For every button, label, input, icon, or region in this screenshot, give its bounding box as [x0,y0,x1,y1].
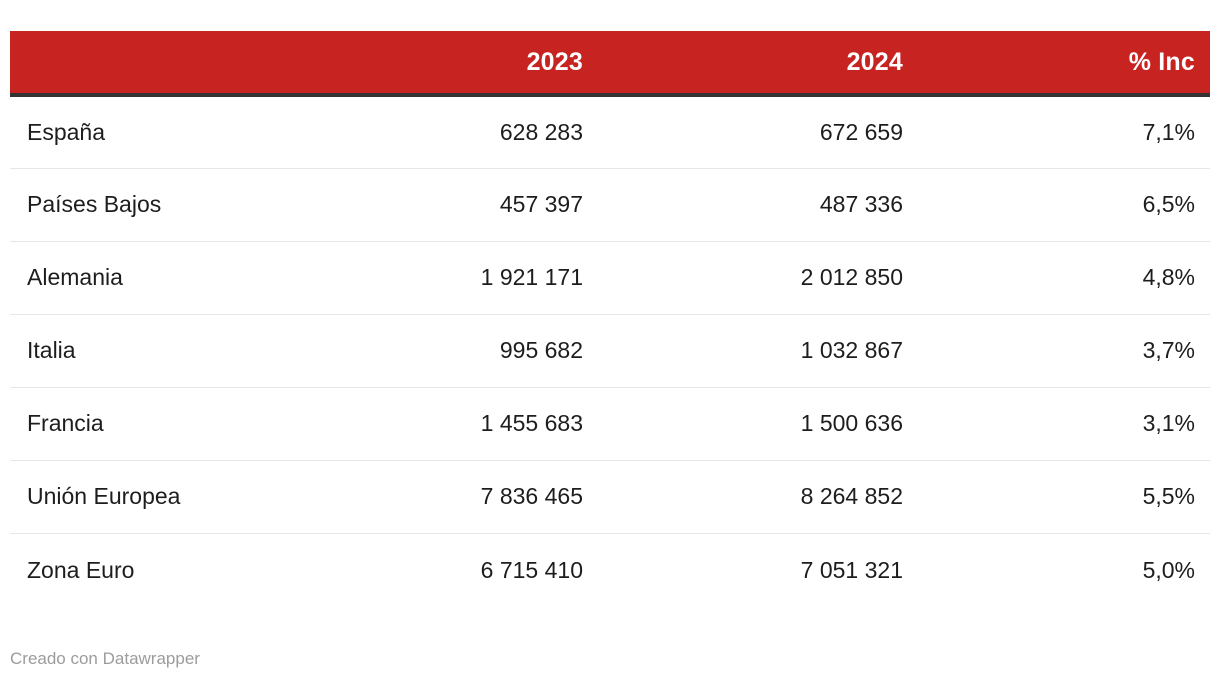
cell-country: Países Bajos [10,168,310,242]
cell-2023: 1 455 683 [310,387,583,461]
cell-country: España [10,95,310,169]
header-cell-country [10,31,310,97]
cell-country: Unión Europea [10,460,310,534]
table-row: Zona Euro 6 715 410 7 051 321 5,0% [10,533,1210,607]
cell-2023: 995 682 [310,314,583,388]
table-header-row: 2023 2024 % Inc [10,31,1210,97]
cell-inc: 5,5% [903,460,1210,534]
table-row: Unión Europea 7 836 465 8 264 852 5,5% [10,460,1210,534]
cell-2023: 7 836 465 [310,460,583,534]
header-cell-inc: % Inc [903,31,1210,97]
cell-2023: 1 921 171 [310,241,583,315]
cell-inc: 3,1% [903,387,1210,461]
cell-inc: 4,8% [903,241,1210,315]
cell-2024: 672 659 [583,95,903,169]
cell-inc: 6,5% [903,168,1210,242]
cell-2024: 1 500 636 [583,387,903,461]
header-cell-2024: 2024 [583,31,903,97]
cell-2024: 2 012 850 [583,241,903,315]
cell-2024: 1 032 867 [583,314,903,388]
cell-inc: 5,0% [903,533,1210,607]
cell-2024: 8 264 852 [583,460,903,534]
cell-2024: 7 051 321 [583,533,903,607]
table-row: Alemania 1 921 171 2 012 850 4,8% [10,241,1210,315]
table-row: Italia 995 682 1 032 867 3,7% [10,314,1210,388]
cell-inc: 7,1% [903,95,1210,169]
cell-country: Italia [10,314,310,388]
header-cell-2023: 2023 [310,31,583,97]
cell-country: Francia [10,387,310,461]
cell-country: Zona Euro [10,533,310,607]
table-row: Países Bajos 457 397 487 336 6,5% [10,168,1210,242]
table-row: Francia 1 455 683 1 500 636 3,1% [10,387,1210,461]
cell-inc: 3,7% [903,314,1210,388]
cell-2023: 6 715 410 [310,533,583,607]
data-table: 2023 2024 % Inc España 628 283 672 659 7… [10,31,1210,607]
cell-2023: 457 397 [310,168,583,242]
table-row: España 628 283 672 659 7,1% [10,95,1210,169]
cell-2024: 487 336 [583,168,903,242]
datawrapper-credit-link[interactable]: Creado con Datawrapper [10,649,200,668]
cell-country: Alemania [10,241,310,315]
cell-2023: 628 283 [310,95,583,169]
